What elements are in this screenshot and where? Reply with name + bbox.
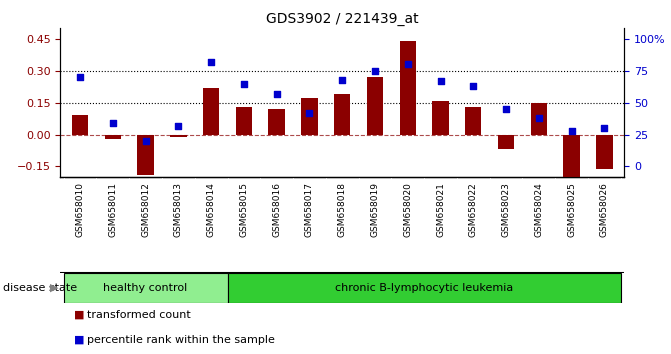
Bar	[399, 41, 416, 135]
Text: GSM658016: GSM658016	[272, 182, 281, 237]
Text: GSM658021: GSM658021	[436, 182, 445, 237]
Text: GSM658012: GSM658012	[141, 182, 150, 237]
Point	[501, 106, 511, 112]
Bar	[170, 135, 187, 137]
Point	[271, 91, 282, 97]
Title: GDS3902 / 221439_at: GDS3902 / 221439_at	[266, 12, 419, 26]
Text: percentile rank within the sample: percentile rank within the sample	[87, 335, 275, 345]
Point	[435, 78, 446, 84]
Text: GSM658023: GSM658023	[501, 182, 511, 237]
Point	[337, 77, 348, 82]
Bar	[236, 107, 252, 135]
Text: GSM658011: GSM658011	[108, 182, 117, 237]
Bar	[465, 107, 482, 135]
Point	[238, 81, 249, 86]
Bar	[203, 88, 219, 135]
Text: GSM658015: GSM658015	[240, 182, 248, 237]
Text: GSM658013: GSM658013	[174, 182, 183, 237]
Bar	[301, 98, 317, 135]
Point	[403, 62, 413, 67]
Point	[599, 125, 610, 131]
Point	[533, 115, 544, 121]
Bar	[72, 115, 89, 135]
Text: GSM658010: GSM658010	[76, 182, 85, 237]
Text: ■: ■	[74, 310, 85, 320]
Bar	[531, 103, 547, 135]
Text: GSM658024: GSM658024	[534, 182, 544, 236]
Bar	[596, 135, 613, 169]
Bar	[105, 135, 121, 139]
Point	[566, 128, 577, 133]
Point	[206, 59, 217, 65]
Text: GSM658020: GSM658020	[403, 182, 412, 237]
Text: GSM658014: GSM658014	[207, 182, 215, 237]
Text: GSM658018: GSM658018	[338, 182, 347, 237]
Bar	[432, 101, 449, 135]
Point	[107, 120, 118, 126]
Bar	[564, 135, 580, 177]
Text: GSM658026: GSM658026	[600, 182, 609, 237]
Bar	[367, 77, 383, 135]
Point	[370, 68, 380, 74]
Text: healthy control: healthy control	[103, 282, 188, 293]
Bar	[268, 109, 285, 135]
Bar	[64, 273, 227, 303]
Text: ▶: ▶	[50, 282, 59, 293]
Bar	[334, 94, 350, 135]
Text: ■: ■	[74, 335, 85, 345]
Point	[304, 110, 315, 116]
Point	[74, 74, 85, 80]
Text: GSM658025: GSM658025	[567, 182, 576, 237]
Text: transformed count: transformed count	[87, 310, 191, 320]
Text: GSM658022: GSM658022	[469, 182, 478, 236]
Bar	[138, 135, 154, 175]
Point	[173, 123, 184, 129]
Text: GSM658019: GSM658019	[370, 182, 380, 237]
Bar	[227, 273, 621, 303]
Text: chronic B-lymphocytic leukemia: chronic B-lymphocytic leukemia	[335, 282, 513, 293]
Bar	[498, 135, 514, 149]
Text: GSM658017: GSM658017	[305, 182, 314, 237]
Point	[468, 83, 478, 89]
Text: disease state: disease state	[3, 282, 77, 293]
Point	[140, 138, 151, 144]
